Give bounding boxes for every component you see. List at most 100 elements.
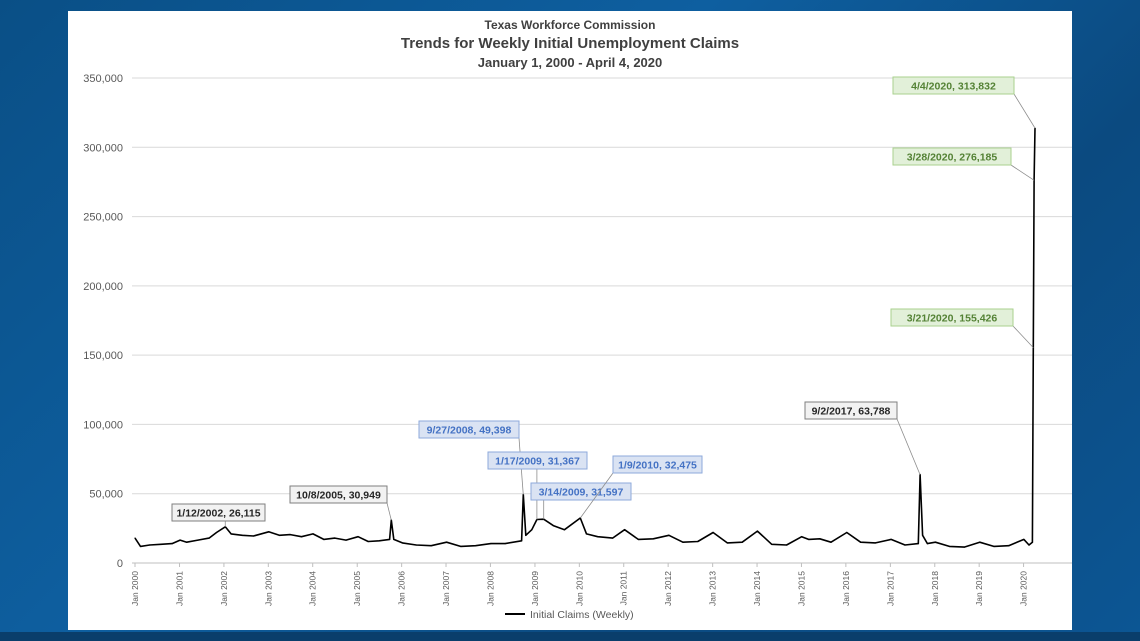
data-point [979, 541, 981, 543]
data-point [241, 534, 243, 536]
data-point [926, 543, 928, 545]
annotation-label: 9/27/2008, 49,398 [427, 425, 512, 437]
x-tick-label: Jan 2004 [308, 571, 318, 606]
data-point [334, 537, 336, 539]
data-point [215, 531, 218, 534]
chart-date-range: January 1, 2000 - April 4, 2020 [477, 55, 663, 70]
data-point [637, 538, 639, 541]
annotation-box [418, 420, 520, 439]
data-point [890, 538, 892, 541]
annotation-leader [1012, 325, 1034, 348]
x-tick-label: Jan 2019 [974, 571, 984, 606]
data-point [993, 545, 995, 547]
data-point [186, 541, 188, 543]
annotation-box [892, 76, 1015, 95]
data-point [756, 530, 759, 532]
data-point [668, 534, 670, 536]
data-point [531, 529, 533, 531]
data-point [808, 538, 810, 541]
data-point [323, 538, 325, 541]
data-point [1031, 541, 1034, 543]
data-point [623, 529, 626, 531]
data-point [149, 544, 151, 546]
data-point [393, 538, 395, 541]
data-point [846, 531, 848, 534]
data-point [585, 533, 588, 535]
annotation-box [487, 451, 588, 470]
data-point [401, 542, 403, 544]
data-point [367, 540, 369, 543]
y-tick-label: 300,000 [83, 142, 123, 154]
data-point [904, 544, 906, 546]
data-point [460, 545, 462, 547]
data-point [520, 540, 523, 542]
data-point [741, 541, 743, 543]
x-tick-label: Jan 2003 [263, 571, 273, 606]
data-point [134, 537, 136, 539]
y-tick-label: 100,000 [83, 419, 123, 431]
annotation-leader [579, 472, 614, 519]
x-tick-label: Jan 2015 [796, 571, 806, 606]
annotation-label: 1/9/2010, 32,475 [618, 460, 697, 472]
data-point [1023, 538, 1025, 541]
annotation-leader [1010, 164, 1035, 181]
annotation-leader [896, 418, 921, 475]
x-tick-label: Jan 2005 [352, 571, 362, 606]
data-point [771, 543, 773, 545]
y-tick-label: 200,000 [83, 281, 123, 293]
annotation-box [530, 482, 632, 501]
y-tick-label: 250,000 [83, 212, 123, 224]
y-tick-label: 350,000 [83, 73, 123, 85]
data-point [300, 536, 303, 538]
x-tick-label: Jan 2020 [1019, 571, 1029, 606]
data-point [179, 539, 181, 541]
x-tick-label: Jan 2014 [752, 571, 762, 606]
x-tick-label: Jan 2000 [130, 571, 140, 606]
data-point [563, 529, 566, 531]
x-tick-label: Jan 2006 [397, 571, 407, 606]
line-chart: 0 50,000 100,000 150,000 200,000 250,000 300,0… [83, 73, 1072, 621]
x-tick-label: Jan 2002 [219, 571, 229, 606]
x-tick-label: Jan 2008 [485, 571, 495, 606]
y-tick-label: 0 [117, 558, 123, 570]
y-tick-label: 50,000 [89, 489, 123, 501]
data-point [197, 539, 199, 541]
annotation-leader [1013, 93, 1036, 129]
data-point [289, 533, 291, 536]
data-point [786, 544, 788, 546]
chart-titles: Texas Workforce Commission Trends for We… [68, 17, 1072, 72]
annotation-label: 10/8/2005, 30,949 [296, 490, 381, 502]
data-point [160, 543, 162, 545]
data-point [830, 541, 832, 543]
x-tick-label: Jan 2011 [619, 571, 629, 606]
data-point [378, 540, 380, 542]
data-point [963, 546, 965, 548]
data-point [922, 534, 924, 536]
data-point [726, 542, 728, 544]
data-point [490, 543, 492, 545]
annotation-box [804, 401, 898, 420]
chart-panel: Texas Workforce Commission Trends for We… [68, 11, 1072, 630]
data-point [1008, 545, 1010, 547]
annotation-label: 9/2/2017, 63,788 [812, 406, 891, 418]
chart-title: Texas Workforce Commission [484, 18, 656, 32]
data-point [345, 539, 347, 541]
data-point [139, 545, 142, 547]
data-point [208, 537, 210, 539]
annotation-label: 3/14/2009, 31,597 [539, 487, 624, 499]
annotation-box [890, 308, 1014, 327]
data-point [171, 543, 173, 545]
data-point [504, 543, 506, 545]
annotation-label: 3/28/2020, 276,185 [907, 152, 998, 164]
data-point [357, 536, 359, 538]
data-point [874, 542, 877, 544]
annotation-label: 1/17/2009, 31,367 [495, 456, 580, 468]
x-tick-label: Jan 2017 [885, 571, 895, 606]
data-point [819, 538, 821, 540]
annotation-box [892, 147, 1012, 166]
annotation-leader [386, 502, 392, 521]
data-point [252, 535, 255, 537]
annotation-label: 3/21/2020, 155,426 [907, 313, 998, 325]
data-point [525, 534, 527, 536]
data-point [388, 538, 391, 541]
